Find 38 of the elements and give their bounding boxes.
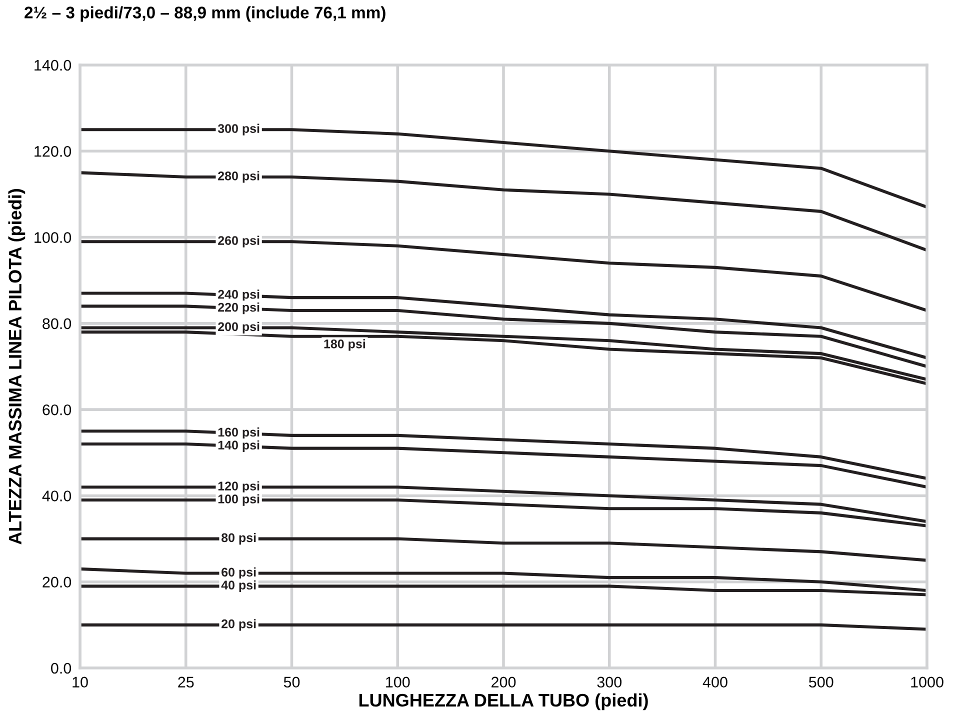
y-tick-label: 40.0	[42, 490, 72, 502]
x-tick-label: 1000	[911, 676, 944, 688]
series-label: 140 psi	[218, 440, 260, 452]
series-label: 40 psi	[221, 580, 256, 592]
y-tick-label: 100.0	[34, 232, 72, 243]
x-tick-label: 50	[284, 676, 300, 688]
series-label: 80 psi	[221, 532, 256, 545]
x-tick-label: 100	[386, 676, 410, 688]
line-series	[80, 171, 927, 252]
x-tick-label: 10	[72, 676, 88, 688]
series-label: 160 psi	[218, 427, 260, 440]
x-tick-label: 400	[702, 676, 728, 688]
y-tick-label: 0.0	[51, 662, 72, 674]
series-label: 260 psi	[218, 236, 260, 248]
series-label: 200 psi	[218, 322, 260, 334]
y-tick-label: 20.0	[42, 576, 72, 588]
series-label: 240 psi	[218, 290, 260, 302]
x-tick-label: 200	[492, 676, 516, 688]
x-axis-title: LUNGHEZZA DELLA TUBO (piedi)	[359, 693, 648, 710]
series-label: 60 psi	[222, 567, 256, 580]
chart-title: 2½ – 3 piedi/73,0 – 88,9 mm (include 76,1 mm)	[24, 6, 386, 22]
line-series	[80, 304, 927, 368]
x-tick-label: 500	[808, 676, 834, 688]
series-label: 100 psi	[218, 494, 260, 506]
x-tick-label: 25	[178, 676, 194, 688]
series-label: 120 psi	[218, 481, 260, 493]
y-tick-label: 60.0	[42, 404, 72, 416]
y-tick-label: 80.0	[42, 318, 72, 330]
line-series	[80, 292, 927, 360]
series-label: 300 psi	[218, 124, 260, 136]
series-label: 20 psi	[222, 619, 256, 631]
series-label: 220 psi	[218, 302, 260, 314]
y-tick-label: 140.0	[34, 60, 72, 71]
x-tick-label: 300	[597, 676, 622, 688]
series-label: 280 psi	[218, 171, 260, 183]
y-axis-title: ALTEZZA MASSIMA LINEA PILOTA (piedi)	[8, 189, 26, 544]
y-tick-label: 120.0	[34, 146, 72, 157]
series-label: 180 psi	[324, 339, 365, 351]
